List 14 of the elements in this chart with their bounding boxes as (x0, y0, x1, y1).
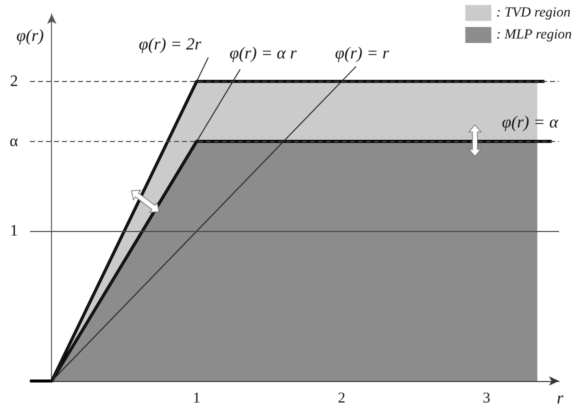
x-tick-label: 2 (338, 390, 346, 406)
annotation: φ(r) = α r (229, 44, 297, 62)
legend-label: : TVD region (496, 6, 570, 20)
x-tick-label: 1 (192, 390, 200, 406)
x-axis-title: r (556, 388, 564, 408)
y-tick-label: 2 (10, 72, 18, 90)
y-tick-label: 1 (10, 222, 18, 240)
annotation: φ(r) = α (502, 112, 560, 132)
y-tick-label: α (10, 132, 19, 150)
annotation: φ(r) = r (335, 44, 390, 62)
x-tick-label: 3 (482, 390, 490, 406)
y-axis-title: φ(r) (16, 26, 44, 45)
legend-label: : MLP region (496, 28, 572, 42)
annotation: φ(r) = 2r (138, 34, 202, 54)
